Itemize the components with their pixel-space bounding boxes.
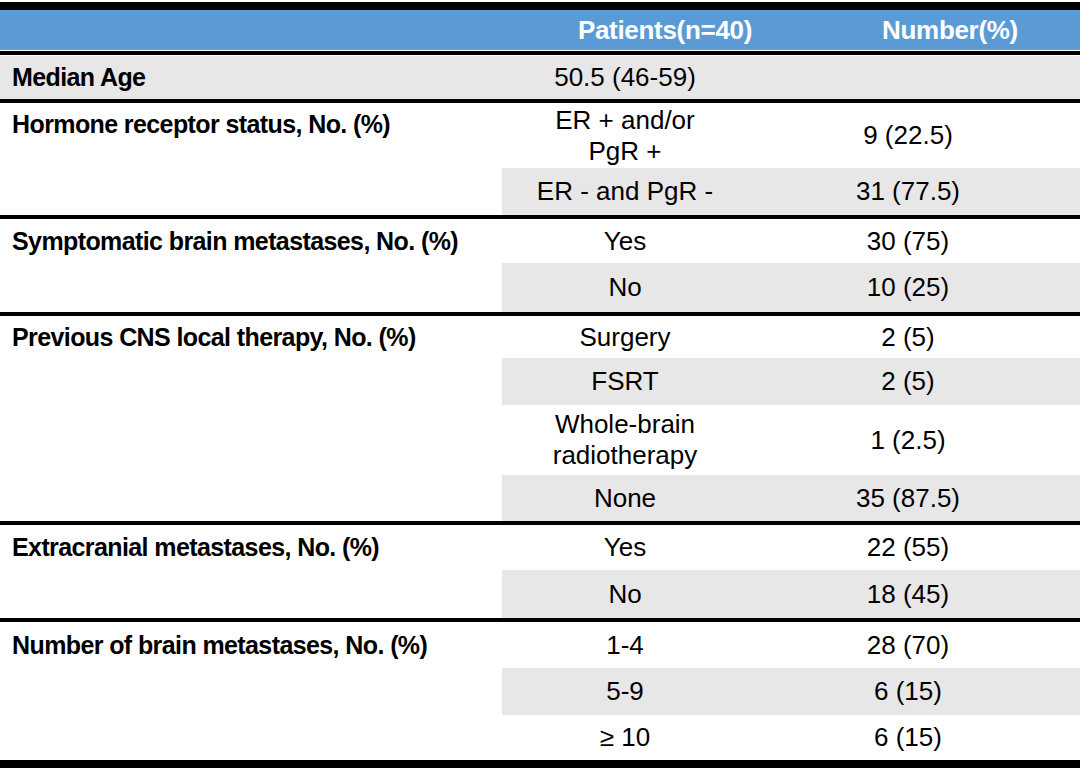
table-row: 5-9 6 (15) — [502, 668, 1080, 715]
table-row: ≥ 10 6 (15) — [502, 715, 1080, 760]
row-label-cell: Number of brain metastases, No. (%) — [0, 622, 502, 668]
patients-cell: ER - and PgR - — [502, 176, 772, 207]
row-label-cell: Median Age — [0, 56, 502, 99]
number-cell: 35 (87.5) — [772, 483, 1080, 514]
table-bottom-border — [0, 760, 1080, 768]
patients-cell: ≥ 10 — [502, 722, 772, 753]
table-row: Yes 30 (75) — [502, 219, 1080, 263]
table-row: FSRT 2 (5) — [502, 358, 1080, 405]
number-cell: 6 (15) — [772, 676, 1080, 707]
number-cell: 30 (75) — [772, 226, 1080, 257]
patients-cell: Surgery — [502, 322, 772, 353]
patients-cell: FSRT — [502, 366, 772, 397]
table-top-border — [0, 2, 1080, 10]
patients-cell: No — [502, 272, 772, 303]
section-extracranial-metastases: Extracranial metastases, No. (%) Yes 22 … — [0, 525, 1080, 618]
table-header-row: Patients(n=40) Number(%) — [0, 10, 1080, 50]
section-previous-cns-local-therapy: Previous CNS local therapy, No. (%) Surg… — [0, 316, 1080, 521]
table-row: 50.5 (46-59) — [502, 56, 1080, 99]
column-header-patients: Patients(n=40) — [502, 15, 772, 46]
table-row: Surgery 2 (5) — [502, 316, 1080, 358]
section-median-age: Median Age 50.5 (46-59) — [0, 56, 1080, 99]
section-label: Hormone receptor status, No. (%) — [12, 111, 390, 137]
number-cell: 22 (55) — [772, 532, 1080, 563]
row-label-cell: Extracranial metastases, No. (%) — [0, 525, 502, 570]
patients-cell: 50.5 (46-59) — [502, 62, 772, 93]
patients-cell: Yes — [502, 532, 772, 563]
section-number-of-brain-metastases: Number of brain metastases, No. (%) 1-4 … — [0, 622, 1080, 760]
section-label: Number of brain metastases, No. (%) — [12, 632, 427, 658]
number-cell: 18 (45) — [772, 579, 1080, 610]
section-rows: 1-4 28 (70) 5-9 6 (15) ≥ 10 6 (15) — [502, 622, 1080, 760]
patient-characteristics-page: Patients(n=40) Number(%) Median Age 50.5… — [0, 0, 1080, 781]
section-rows: Surgery 2 (5) FSRT 2 (5) Whole-brain rad… — [502, 316, 1080, 521]
row-label-cell: Symptomatic brain metastases, No. (%) — [0, 219, 502, 263]
section-label: Extracranial metastases, No. (%) — [12, 534, 379, 560]
table-row: None 35 (87.5) — [502, 475, 1080, 521]
number-cell: 31 (77.5) — [772, 176, 1080, 207]
table-row: ER - and PgR - 31 (77.5) — [502, 168, 1080, 215]
number-cell: 2 (5) — [772, 322, 1080, 353]
table-row: Whole-brain radiotherapy 1 (2.5) — [502, 405, 1080, 475]
patients-cell: 5-9 — [502, 676, 772, 707]
table-row: No 18 (45) — [502, 570, 1080, 618]
number-cell: 1 (2.5) — [772, 425, 1080, 456]
number-cell: 28 (70) — [772, 630, 1080, 661]
column-header-number: Number(%) — [772, 15, 1080, 46]
section-rows: Yes 30 (75) No 10 (25) — [502, 219, 1080, 312]
section-rows: 50.5 (46-59) — [502, 56, 1080, 99]
section-label: Symptomatic brain metastases, No. (%) — [12, 228, 458, 254]
section-rows: Yes 22 (55) No 18 (45) — [502, 525, 1080, 618]
patient-characteristics-table: Patients(n=40) Number(%) Median Age 50.5… — [0, 0, 1080, 768]
section-hormone-receptor-status: Hormone receptor status, No. (%) ER + an… — [0, 103, 1080, 215]
table-row: Yes 22 (55) — [502, 525, 1080, 570]
number-cell: 6 (15) — [772, 722, 1080, 753]
table-row: ER + and/or PgR + 9 (22.5) — [502, 103, 1080, 168]
section-label: Median Age — [12, 64, 145, 90]
patients-cell: 1-4 — [502, 630, 772, 661]
table-row: 1-4 28 (70) — [502, 622, 1080, 668]
number-cell: 10 (25) — [772, 272, 1080, 303]
patients-cell: ER + and/or PgR + — [502, 105, 772, 166]
section-label: Previous CNS local therapy, No. (%) — [12, 324, 416, 350]
section-rows: ER + and/or PgR + 9 (22.5) ER - and PgR … — [502, 103, 1080, 215]
patients-cell: None — [502, 483, 772, 514]
number-cell: 2 (5) — [772, 366, 1080, 397]
number-cell: 9 (22.5) — [772, 120, 1080, 151]
row-label-cell: Previous CNS local therapy, No. (%) — [0, 316, 502, 358]
patients-cell: No — [502, 579, 772, 610]
section-symptomatic-brain-metastases: Symptomatic brain metastases, No. (%) Ye… — [0, 219, 1080, 312]
patients-cell: Yes — [502, 226, 772, 257]
row-label-cell: Hormone receptor status, No. (%) — [0, 103, 502, 168]
patients-cell: Whole-brain radiotherapy — [502, 409, 772, 470]
table-row: No 10 (25) — [502, 263, 1080, 312]
